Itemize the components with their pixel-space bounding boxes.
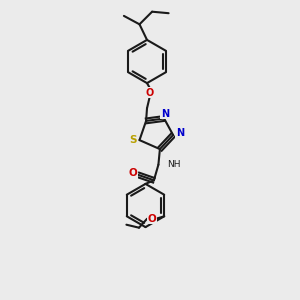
Text: O: O xyxy=(147,214,156,224)
Text: NH: NH xyxy=(167,160,180,169)
Text: N: N xyxy=(176,128,184,139)
Text: N: N xyxy=(160,109,169,119)
Text: O: O xyxy=(145,88,154,98)
Text: S: S xyxy=(129,135,137,145)
Text: O: O xyxy=(128,168,137,178)
